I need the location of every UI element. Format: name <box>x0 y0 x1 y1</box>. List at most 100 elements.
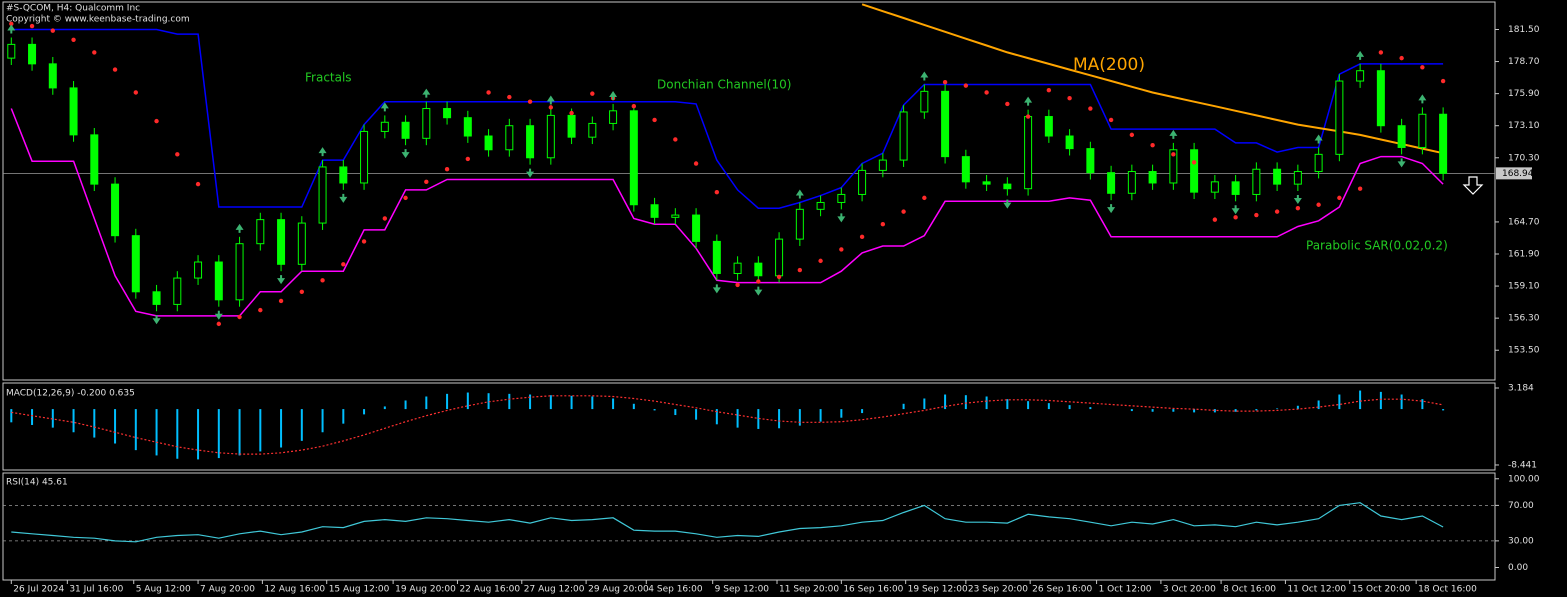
x-tick-label: 11 Sep 20:00 <box>779 585 839 595</box>
fractal-up <box>1169 129 1178 139</box>
sar-dot <box>527 99 533 104</box>
candle-body <box>7 43 16 59</box>
sar-dot <box>424 179 429 185</box>
candle-body <box>69 87 78 136</box>
x-tick-label: 31 Jul 16:00 <box>69 585 123 595</box>
fractal-up <box>795 189 804 199</box>
donchian-upper <box>11 28 1444 209</box>
candle-body <box>1044 116 1053 137</box>
y-tick-label: 161.90 <box>1508 250 1540 260</box>
sar-dot <box>859 234 865 240</box>
fractal-down <box>526 168 535 178</box>
x-tick-label: 9 Sep 12:00 <box>715 585 770 595</box>
y-tick-label: 170.30 <box>1508 153 1540 163</box>
sar-dot <box>1150 142 1155 148</box>
candle-body <box>1127 171 1136 194</box>
sar-dot <box>1378 50 1384 55</box>
sar-dot <box>631 104 637 109</box>
fractal-down <box>401 149 410 159</box>
candle-body <box>1190 149 1199 193</box>
candle-body <box>194 261 203 279</box>
sar-dot <box>71 37 76 42</box>
sar-dot <box>818 258 823 264</box>
sar-dot <box>320 278 325 283</box>
sar-dot <box>403 195 408 201</box>
y-tick-label: 173.10 <box>1508 121 1540 131</box>
candle-body <box>318 166 327 224</box>
sar-dot <box>776 274 782 280</box>
last-price-box <box>1496 167 1532 180</box>
candle-body <box>546 114 555 159</box>
x-tick-label: 26 Jul 2024 <box>13 585 64 595</box>
candle-body <box>588 122 597 138</box>
sar-dot <box>465 156 471 162</box>
candle-body <box>692 214 701 242</box>
fractal-down <box>152 315 161 325</box>
candle-body <box>671 214 680 218</box>
candle-body <box>380 121 389 132</box>
fractal-down <box>1231 205 1240 215</box>
candle-body <box>443 108 452 119</box>
sar-dot <box>652 117 657 123</box>
sar-dot <box>1025 114 1031 119</box>
candle-body <box>1003 183 1012 190</box>
y-tick-label: 181.50 <box>1508 25 1540 35</box>
candle-body <box>712 240 721 274</box>
fractal-up <box>1356 50 1365 60</box>
fractal-up <box>609 90 618 100</box>
sar-dot <box>756 279 761 284</box>
sar-dot <box>50 28 56 33</box>
sar-dot <box>361 239 367 244</box>
fractal-down <box>339 193 348 203</box>
rsi-line <box>11 502 1444 543</box>
donchian-label: Donchian Channel(10) <box>657 78 791 92</box>
fractal-down <box>837 213 846 223</box>
x-tick-label: 1 Oct 12:00 <box>1099 585 1152 595</box>
candle-body <box>961 156 970 183</box>
sar-dot <box>299 289 305 294</box>
candle-body <box>173 277 182 305</box>
x-tick-label: 22 Aug 16:00 <box>459 585 520 595</box>
y-tick-label: 153.50 <box>1508 346 1540 356</box>
sar-dot <box>714 189 720 195</box>
sar-dot <box>507 94 512 100</box>
sar-dot <box>797 267 803 273</box>
sar-dot <box>1274 209 1280 214</box>
candle-body <box>111 183 120 237</box>
y-tick-label: -8.441 <box>1508 460 1537 470</box>
sar-dot <box>942 79 948 85</box>
candle-body <box>920 90 929 113</box>
candle-body <box>982 181 991 185</box>
candle-body <box>754 262 763 277</box>
candle-body <box>1439 113 1448 174</box>
down-arrow-icon <box>1462 176 1484 195</box>
y-tick-label: 0.00 <box>1508 563 1528 573</box>
sar-dot <box>1337 195 1342 201</box>
candle-body <box>650 204 659 218</box>
fractal-up <box>546 95 555 105</box>
last-price-label: 168.94 <box>1502 169 1534 179</box>
x-tick-label: 19 Aug 20:00 <box>395 585 456 595</box>
y-tick-label: 156.30 <box>1508 314 1540 324</box>
candle-body <box>463 117 472 137</box>
x-tick-label: 27 Aug 12:00 <box>524 585 585 595</box>
macd-signal <box>11 395 1444 455</box>
sar-dot <box>133 90 139 95</box>
x-tick-label: 26 Sep 16:00 <box>1032 585 1092 595</box>
candle-body <box>360 130 369 184</box>
x-tick-label: 15 Oct 20:00 <box>1352 585 1411 595</box>
fractal-up <box>1418 94 1427 104</box>
sar-dot <box>569 110 574 116</box>
sar-dot <box>1357 186 1363 191</box>
rsi-title: RSI(14) 45.61 <box>6 478 68 488</box>
candle-body <box>484 135 493 151</box>
fractal-down <box>1107 204 1116 214</box>
candle-body <box>1252 168 1261 195</box>
candle-body <box>1086 148 1095 174</box>
candle-body <box>214 261 223 301</box>
sar-dot <box>880 222 886 227</box>
candle-body <box>816 201 825 210</box>
sar-dot <box>1212 217 1218 222</box>
fractal-down <box>712 284 721 294</box>
